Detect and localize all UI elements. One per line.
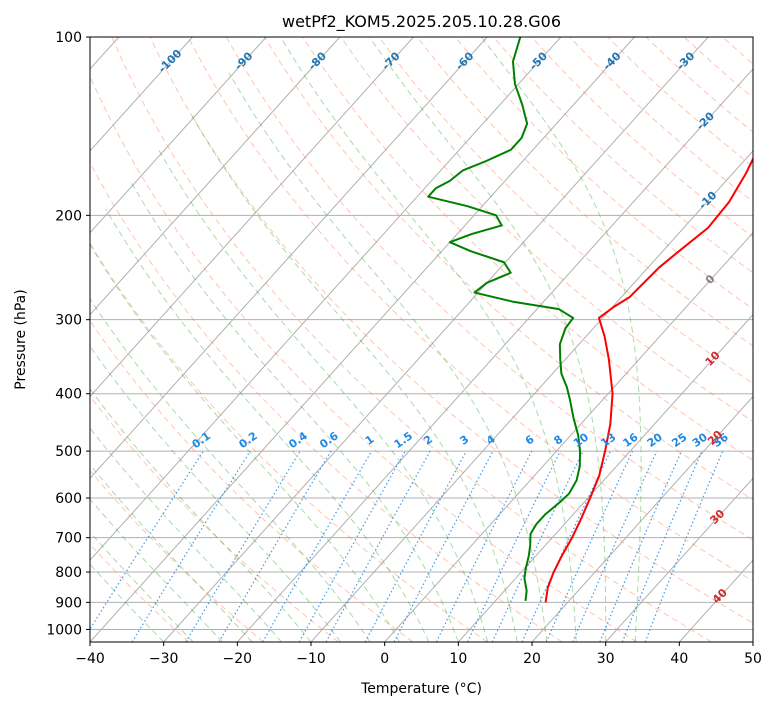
- x-tick-label: 50: [744, 651, 762, 667]
- x-tick-label: −10: [296, 651, 326, 667]
- y-tick-label: 300: [55, 313, 82, 329]
- y-tick-label: 600: [55, 491, 82, 507]
- x-tick-label: 10: [449, 651, 467, 667]
- isotherm-line: [90, 37, 635, 642]
- y-tick-label: 400: [55, 387, 82, 403]
- dry-adiabat: [149, 37, 753, 624]
- mixing-ratio-line: [90, 450, 204, 631]
- mixing-ratio-line: [621, 450, 703, 642]
- isotherm-line: [163, 37, 709, 642]
- dry-adiabat: [90, 320, 414, 642]
- moist-adiabat: [90, 498, 223, 642]
- y-tick-label: 700: [55, 531, 82, 547]
- mixing-ratio-line: [572, 450, 658, 642]
- temperature-profile-line: [544, 156, 753, 603]
- y-tick-label: 100: [55, 30, 82, 46]
- moist-adiabat: [280, 37, 577, 642]
- moist-adiabat: [190, 113, 518, 642]
- moist-adiabat: [90, 388, 312, 642]
- moist-adiabat: [105, 208, 430, 642]
- moist-adiabat: [369, 37, 607, 642]
- moist-adiabat: [90, 531, 194, 642]
- dry-adiabat: [111, 37, 712, 642]
- dry-adiabat: [90, 543, 190, 642]
- mixing-ratio-line: [298, 450, 406, 642]
- isotherm-line: [236, 68, 753, 642]
- moist-adiabat: [129, 180, 459, 642]
- x-tick-label: 40: [670, 651, 688, 667]
- x-tick-label: −20: [223, 651, 253, 667]
- plot-frame: [89, 36, 754, 643]
- isotherm-line: [384, 231, 753, 642]
- moist-adiabat: [90, 243, 400, 642]
- isotherm-line: [310, 150, 753, 642]
- isotherm-line: [457, 313, 753, 642]
- moist-adiabat: [90, 463, 253, 642]
- isotherm-line: [90, 37, 414, 398]
- isotherm-line: [90, 37, 193, 152]
- dry-adiabat: [90, 242, 488, 642]
- isotherm-line: [605, 477, 753, 642]
- chart-title: wetPf2_KOM5.2025.205.10.28.G06: [282, 12, 561, 32]
- y-axis-title: Pressure (hPa): [13, 289, 29, 389]
- y-tick-label: 800: [55, 565, 82, 581]
- dewpoint-profile-line: [427, 37, 582, 602]
- y-tick-label: 900: [55, 595, 82, 611]
- isotherm-line: [90, 37, 562, 561]
- mixing-ratio-line: [599, 450, 682, 642]
- dry-adiabat: [416, 37, 753, 347]
- mixing-ratio-line: [644, 450, 724, 642]
- moist-adiabat: [158, 149, 489, 642]
- mixing-ratio-line: [545, 450, 634, 642]
- x-tick-label: −30: [149, 651, 179, 667]
- x-tick-label: 0: [380, 651, 389, 667]
- y-tick-label: 500: [55, 444, 82, 460]
- x-tick-label: 20: [523, 651, 541, 667]
- mixing-ratio-line: [325, 450, 431, 642]
- dry-adiabat: [454, 37, 753, 310]
- dry-adiabat: [90, 469, 264, 642]
- dry-adiabat: [90, 161, 563, 642]
- isotherm-line: [90, 37, 267, 234]
- moist-adiabat: [90, 563, 165, 642]
- mixing-ratio-line: [364, 450, 467, 642]
- mixing-ratio-line: [131, 450, 251, 642]
- y-tick-label: 200: [55, 208, 82, 224]
- axes: −40 −30 −20 −10 0 10 20 30 40 50 100 200 300 400 500 60…: [46, 30, 762, 667]
- isotherm-line: [90, 37, 488, 480]
- plot-area: [90, 37, 753, 642]
- moist-adiabat: [90, 427, 282, 642]
- moist-adiabat: [90, 345, 341, 642]
- mixing-ratio-line: [435, 450, 533, 642]
- y-tick-label: 1000: [46, 622, 82, 638]
- isotherm-line: [90, 37, 341, 316]
- dry-adiabat: [90, 395, 339, 642]
- moist-adiabat: [481, 37, 642, 642]
- isotherm-line: [531, 395, 753, 642]
- x-tick-label: 30: [597, 651, 615, 667]
- x-tick-label: −40: [75, 651, 105, 667]
- x-axis-title: Temperature (°C): [360, 681, 482, 697]
